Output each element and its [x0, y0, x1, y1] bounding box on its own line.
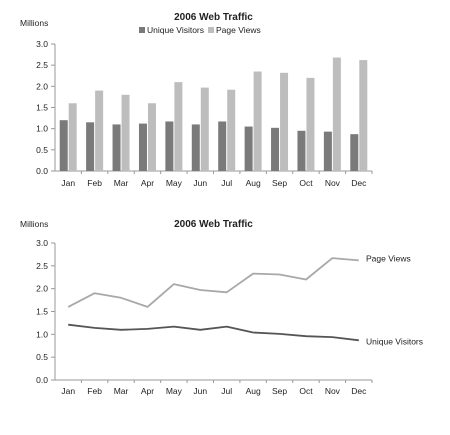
y-tick-label-1: 1.0	[36, 124, 48, 134]
bar-page-views	[359, 60, 368, 171]
bar-unique-visitors	[112, 124, 121, 171]
bar-unique-visitors	[271, 127, 280, 171]
x-tick-label-2: May	[166, 386, 183, 396]
x-tick-label-2: Mar	[114, 386, 129, 396]
x-tick-label-1: Mar	[114, 178, 129, 188]
x-tick-label-2: Feb	[87, 386, 102, 396]
y-tick-label-1: 0.5	[36, 145, 48, 155]
y-tick-label-2: 1.5	[36, 307, 48, 317]
bar-unique-visitors	[86, 122, 95, 171]
bar-unique-visitors	[165, 121, 174, 171]
bar-unique-visitors	[59, 120, 68, 171]
bar-page-views	[227, 89, 236, 171]
bar-page-views	[200, 87, 209, 171]
bar-page-views	[306, 77, 315, 171]
bar-unique-visitors	[244, 126, 253, 171]
chart-title-1: 2006 Web Traffic	[174, 12, 253, 23]
bar-page-views	[95, 90, 104, 171]
x-tick-label-1: Oct	[299, 178, 313, 188]
x-tick-label-2: Dec	[351, 386, 367, 396]
x-tick-label-2: Jun	[193, 386, 207, 396]
x-tick-label-1: Jun	[193, 178, 207, 188]
x-tick-label-1: Apr	[141, 178, 154, 188]
x-tick-label-1: May	[166, 178, 183, 188]
y-axis-unit-label-1: Millions	[20, 18, 48, 28]
bar-page-views	[174, 82, 183, 171]
series-label-unique-visitors: Unique Visitors	[366, 336, 423, 346]
bar-unique-visitors	[138, 123, 147, 171]
y-tick-label-2: 1.0	[36, 329, 48, 339]
bar-page-views	[147, 103, 156, 171]
y-tick-label-1: 3.0	[36, 39, 48, 49]
bar-page-views	[280, 72, 289, 171]
x-tick-label-1: Jan	[61, 178, 75, 188]
bar-page-views	[332, 57, 341, 172]
bar-page-views	[121, 94, 130, 171]
line-series-unique-visitors	[68, 323, 359, 342]
x-tick-label-2: Aug	[246, 386, 261, 396]
x-tick-label-2: Jan	[61, 386, 75, 396]
y-tick-label-2: 0.5	[36, 352, 48, 362]
y-tick-label-1: 2.0	[36, 81, 48, 91]
y-tick-label-1: 1.5	[36, 103, 48, 113]
line-series-page-views	[67, 257, 359, 308]
chart-title-2: 2006 Web Traffic	[174, 219, 253, 230]
y-tick-label-1: 0.0	[36, 166, 48, 176]
legend-swatch-unique-visitors	[139, 27, 145, 33]
x-tick-label-1: Aug	[246, 178, 261, 188]
bar-unique-visitors	[297, 130, 306, 171]
x-tick-label-1: Nov	[325, 178, 341, 188]
y-tick-label-2: 0.0	[36, 375, 48, 385]
x-tick-label-2: Jul	[221, 386, 232, 396]
y-tick-label-2: 2.0	[36, 284, 48, 294]
y-tick-label-2: 3.0	[36, 238, 48, 248]
bar-unique-visitors	[191, 124, 200, 171]
x-tick-label-2: Oct	[299, 386, 313, 396]
y-tick-label-1: 2.5	[36, 60, 48, 70]
bar-unique-visitors	[218, 121, 227, 171]
x-tick-label-1: Sep	[272, 178, 287, 188]
bar-page-views	[68, 103, 77, 171]
legend-label-page-views: Page Views	[216, 25, 261, 35]
bar-unique-visitors	[350, 134, 359, 171]
x-tick-label-2: Nov	[325, 386, 341, 396]
y-axis-unit-label-2: Millions	[20, 219, 48, 229]
x-tick-label-1: Jul	[221, 178, 232, 188]
bar-page-views	[253, 71, 262, 171]
legend-label-unique-visitors: Unique Visitors	[147, 25, 204, 35]
x-tick-label-2: Sep	[272, 386, 287, 396]
bar-unique-visitors	[323, 131, 332, 171]
y-tick-label-2: 2.5	[36, 261, 48, 271]
x-tick-label-1: Dec	[351, 178, 367, 188]
series-label-page-views: Page Views	[366, 253, 411, 263]
x-tick-label-2: Apr	[141, 386, 154, 396]
legend-swatch-page-views	[208, 27, 214, 33]
x-tick-label-1: Feb	[87, 178, 102, 188]
